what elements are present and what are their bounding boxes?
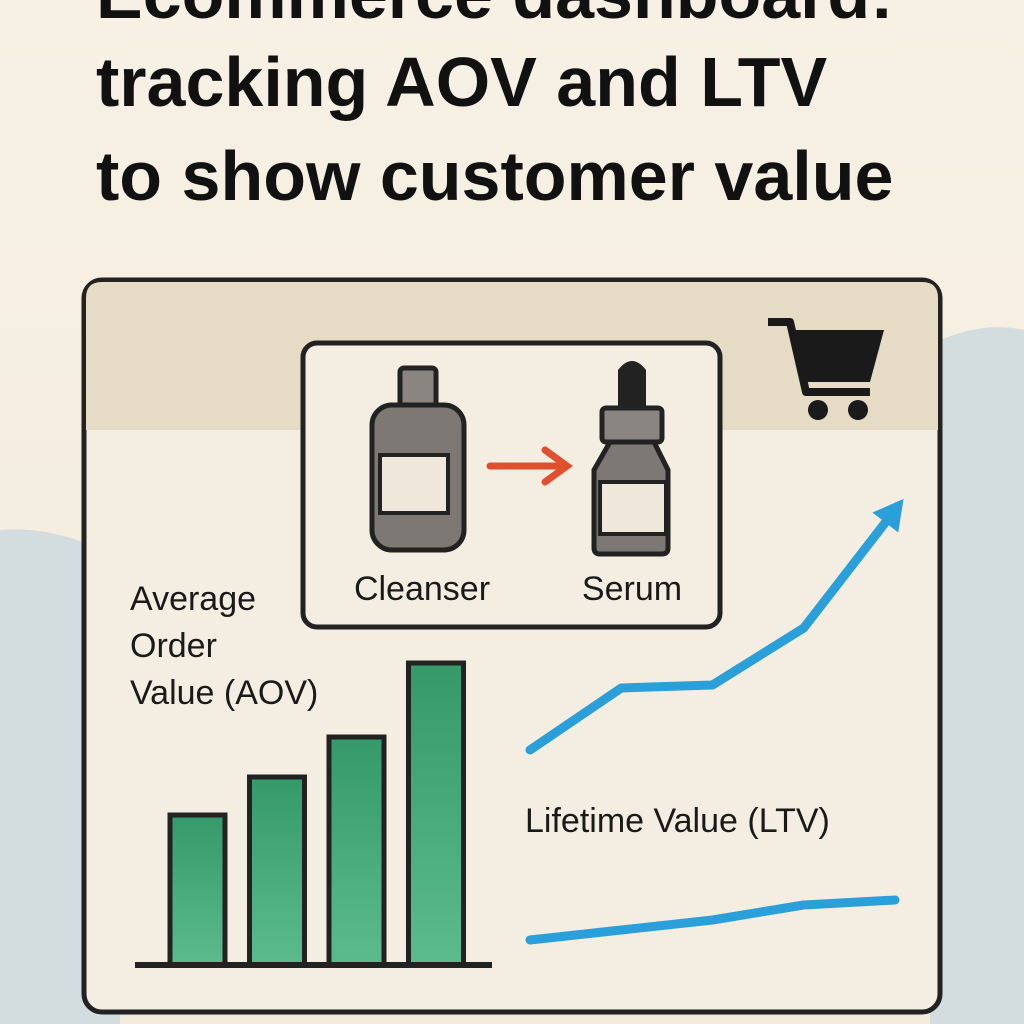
title-line: tracking AOV and LTV [96, 43, 828, 121]
product-label: Serum [582, 570, 682, 608]
charts: Average Order Value (AOV) Lifetime Value (L… [130, 498, 904, 968]
chart-label: Average [130, 580, 256, 618]
arrow [486, 446, 573, 486]
line [525, 505, 900, 755]
serum-icon [591, 361, 671, 557]
title-line: Ecommerce dashboard: [96, 0, 893, 33]
chart-label: Order [130, 627, 217, 665]
title-line: to show customer value [96, 137, 893, 215]
chart-label: Value (AOV) [130, 674, 318, 712]
bar [406, 660, 466, 968]
bar [247, 774, 307, 968]
product-label: Cleanser [354, 570, 490, 608]
bar [167, 812, 228, 968]
chart-label: Lifetime Value (LTV) [525, 802, 830, 840]
arrow-head [872, 498, 904, 533]
bar [326, 734, 387, 968]
hill-right [930, 327, 1024, 1024]
line [525, 895, 900, 945]
cart-icon [768, 318, 884, 420]
cleanser-icon [369, 365, 467, 553]
